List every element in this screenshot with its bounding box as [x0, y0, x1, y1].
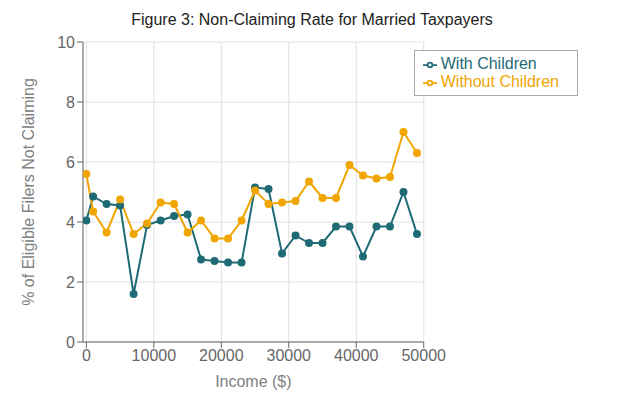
- html-text:Figure 3: Non-Claiming Rate fo: Figure 3: Non-Claiming Rate for Married …: [131, 11, 493, 28]
- svg-text:0: 0: [82, 347, 91, 364]
- svg-text:Income ($): Income ($): [215, 373, 291, 390]
- svg-text:50000: 50000: [401, 347, 446, 364]
- html-text:Without Children: Without Children: [440, 73, 559, 90]
- html-text:With Children: With Children: [440, 55, 537, 72]
- svg-text:30000: 30000: [267, 347, 312, 364]
- svg-text:2: 2: [66, 274, 75, 291]
- svg-text:20000: 20000: [199, 347, 244, 364]
- svg-text:4: 4: [66, 214, 75, 231]
- svg-text:10: 10: [57, 34, 75, 51]
- svg-text:10000: 10000: [132, 347, 177, 364]
- svg-text:% of Eligible Filers Not Claim: % of Eligible Filers Not Claiming: [20, 78, 37, 306]
- svg-text:0: 0: [66, 334, 75, 351]
- svg-text:40000: 40000: [334, 347, 379, 364]
- svg-text:8: 8: [66, 94, 75, 111]
- svg-text:6: 6: [66, 154, 75, 171]
